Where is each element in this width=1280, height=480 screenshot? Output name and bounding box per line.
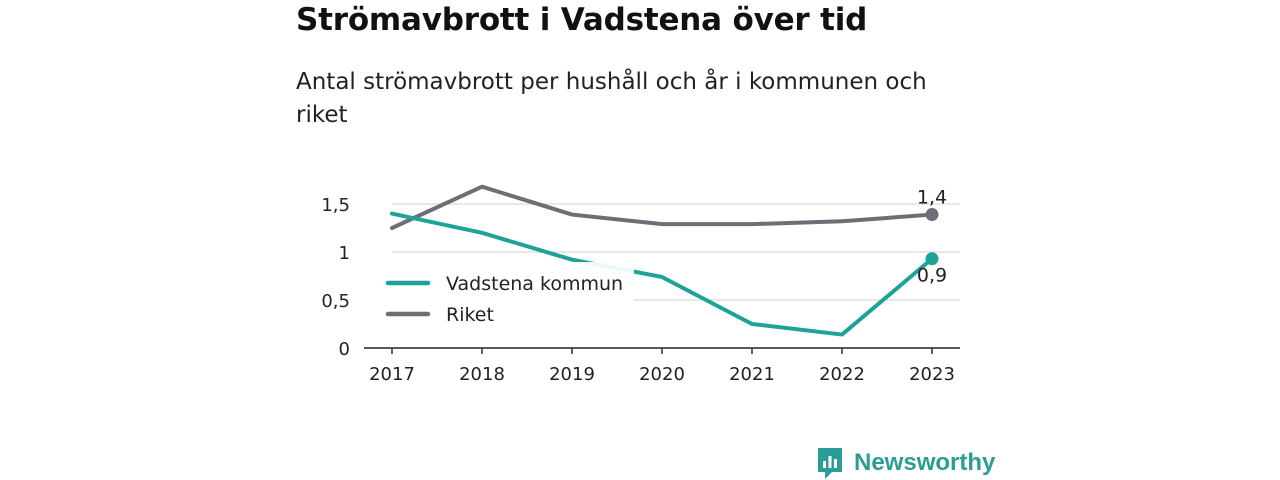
x-tick-label: 2023	[909, 364, 955, 385]
end-value-label-0: 0,9	[917, 265, 947, 287]
y-tick-label: 1	[339, 243, 350, 264]
series-line-0	[390, 211, 934, 337]
legend-box	[376, 262, 634, 332]
x-tick-label: 2021	[729, 364, 775, 385]
x-tick-label: 2020	[639, 364, 685, 385]
line-chart: 0 0,5 1 1,5 2017 2018 2019 2020 2021 2022 2023 Vads…	[321, 184, 960, 385]
brand-name: Newsworthy	[854, 449, 996, 476]
legend-label-1: Riket	[446, 304, 494, 326]
chart-card: Strömavbrott i Vadstena över tid Antal s…	[296, 0, 996, 480]
x-tick-label: 2019	[549, 364, 595, 385]
chart-subtitle: Antal strömavbrott per hushåll och år i …	[296, 69, 927, 128]
legend-label-0: Vadstena kommun	[446, 273, 623, 295]
y-tick-label: 1,5	[321, 195, 350, 216]
x-tick-label: 2022	[819, 364, 865, 385]
series-line-1	[390, 184, 934, 230]
end-value-label-1: 1,4	[917, 187, 947, 209]
end-point-0	[925, 252, 939, 266]
brand-logo: Newsworthy	[816, 446, 995, 480]
newsworthy-logo-icon	[818, 448, 842, 479]
end-point-1	[925, 208, 939, 222]
x-tick-label: 2017	[369, 364, 415, 385]
y-tick-label: 0,5	[321, 291, 350, 312]
x-tick-label: 2018	[459, 364, 505, 385]
page-title: Strömavbrott i Vadstena över tid	[296, 2, 868, 38]
y-tick-label: 0	[339, 339, 350, 360]
